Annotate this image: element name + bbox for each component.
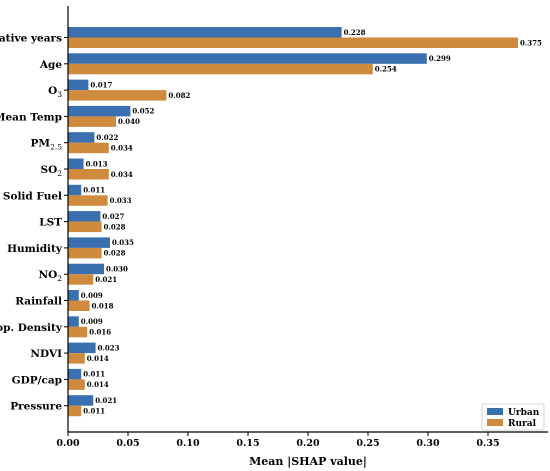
value-label-rural-12: 0.014	[87, 354, 109, 363]
x-tick-label: 0.05	[116, 438, 139, 449]
bar-urban-4	[68, 132, 95, 143]
y-tick-label: PM2.5	[31, 138, 63, 152]
value-label-rural-10: 0.018	[92, 301, 114, 310]
y-tick-label: O3	[48, 85, 62, 99]
value-label-rural-14: 0.011	[83, 406, 105, 415]
y-tick-label: Pressure	[10, 401, 62, 413]
value-label-rural-1: 0.254	[375, 65, 397, 74]
y-tick-label: Humidity	[7, 243, 63, 255]
bar-urban-1	[68, 53, 427, 64]
y-tick-label: SO2	[40, 164, 62, 178]
bar-urban-12	[68, 342, 96, 354]
value-label-urban-13: 0.011	[83, 370, 105, 379]
bar-urban-7	[68, 211, 101, 222]
bar-rural-6	[68, 195, 108, 206]
bar-rural-9	[68, 274, 94, 285]
y-tick-label: NDVI	[30, 348, 62, 360]
value-label-rural-3: 0.040	[118, 117, 140, 126]
value-label-rural-11: 0.016	[89, 328, 111, 337]
x-axis: 0.00 0.05 0.10 0.15 0.20 0.25 0.30 0.35	[56, 431, 548, 449]
bar-urban-14	[68, 395, 94, 406]
legend-label-rural: Rural	[508, 419, 537, 429]
value-label-urban-2: 0.017	[90, 80, 112, 89]
y-tick-label: Age	[39, 59, 62, 71]
value-label-urban-11: 0.009	[81, 317, 103, 326]
x-tick-label: 0.25	[356, 438, 379, 449]
y-tick-label: Pop. Density	[0, 322, 63, 334]
y-tick-label: LST	[39, 217, 62, 229]
bar-rural-13	[68, 379, 85, 390]
bar-urban-0	[68, 27, 342, 38]
y-tick-label: GDP/cap	[12, 374, 62, 386]
value-label-rural-13: 0.014	[87, 380, 109, 389]
legend-swatch-rural	[487, 419, 503, 426]
bar-urban-6	[68, 184, 82, 196]
bar-rural-11	[68, 326, 88, 338]
x-tick-label: 0.30	[416, 438, 440, 449]
bar-rural-0	[68, 37, 518, 48]
value-label-urban-6: 0.011	[83, 186, 105, 195]
bar-rural-7	[68, 221, 102, 233]
value-label-urban-1: 0.299	[429, 54, 451, 63]
bar-rural-10	[68, 300, 90, 311]
x-tick-label: 0.10	[176, 438, 200, 449]
value-label-rural-0: 0.375	[520, 38, 542, 47]
bar-rural-3	[68, 116, 116, 127]
y-tick-label: Mean Temp	[0, 111, 62, 123]
bar-rural-8	[68, 247, 102, 259]
value-label-rural-2: 0.082	[168, 91, 190, 100]
x-tick-label: 0.35	[476, 438, 499, 449]
y-tick-label: Rainfall	[15, 296, 62, 308]
value-label-urban-14: 0.021	[95, 396, 117, 405]
bar-urban-10	[68, 290, 79, 301]
bar-urban-5	[68, 158, 84, 169]
x-tick-label: 0.20	[296, 438, 320, 449]
value-label-rural-5: 0.034	[111, 170, 133, 179]
value-label-urban-4: 0.022	[96, 133, 118, 142]
value-label-urban-12: 0.023	[98, 343, 120, 352]
value-labels-layer: 0.228 0.375 0.299 0.254 0.017 0.082 0.0520.040…	[81, 28, 542, 416]
value-label-rural-9: 0.021	[95, 275, 117, 284]
bars-layer	[68, 27, 518, 417]
value-label-urban-7: 0.027	[102, 212, 124, 221]
y-tick-label: Relative years	[0, 33, 62, 45]
x-tick-label: 0.00	[56, 438, 80, 449]
bar-urban-8	[68, 237, 110, 248]
value-label-rural-6: 0.033	[110, 196, 132, 205]
bar-rural-5	[68, 169, 109, 180]
bar-urban-9	[68, 263, 104, 275]
value-label-rural-8: 0.028	[104, 249, 126, 258]
bar-urban-11	[68, 316, 79, 327]
value-label-urban-10: 0.009	[81, 291, 103, 300]
value-label-urban-8: 0.035	[112, 238, 134, 247]
bar-rural-14	[68, 405, 82, 417]
bar-rural-2	[68, 90, 167, 101]
y-axis: Relative years Age O3 Mean Temp PM2.5 SO2 Soli…	[0, 6, 69, 432]
value-label-rural-4: 0.034	[111, 143, 133, 152]
x-tick-label: 0.15	[236, 438, 259, 449]
value-label-rural-7: 0.028	[104, 222, 126, 231]
value-label-urban-9: 0.030	[106, 264, 128, 273]
y-tick-label: Solid Fuel	[3, 190, 62, 202]
bar-urban-2	[68, 79, 89, 91]
bar-rural-12	[68, 353, 85, 364]
legend-label-urban: Urban	[508, 408, 540, 418]
bar-urban-3	[68, 105, 131, 117]
x-axis-title: Mean |SHAP value|	[249, 455, 367, 468]
bar-rural-4	[68, 142, 109, 154]
value-label-urban-3: 0.052	[132, 107, 154, 116]
bar-rural-1	[68, 63, 373, 75]
value-label-urban-5: 0.013	[86, 159, 108, 168]
value-label-urban-0: 0.228	[344, 28, 366, 37]
legend-swatch-urban	[487, 408, 503, 415]
bar-urban-13	[68, 368, 82, 380]
y-tick-label: NO2	[38, 269, 62, 283]
